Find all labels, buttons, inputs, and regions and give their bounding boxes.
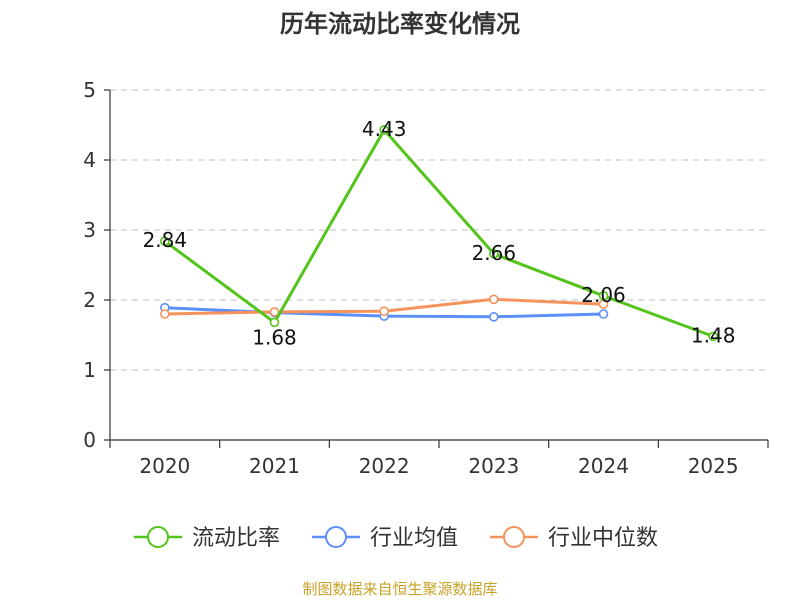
legend-swatch-marker-2 xyxy=(503,526,525,548)
legend-item-0: 流动比率 xyxy=(134,526,280,551)
data-label-0-3: 2.66 xyxy=(472,241,517,265)
x-tick-label-1: 2021 xyxy=(249,454,300,478)
series-2-point-0 xyxy=(160,309,170,319)
data-label-0-2: 4.43 xyxy=(362,117,407,141)
series-1-point-3 xyxy=(489,311,499,322)
data-label-0-1: 1.68 xyxy=(252,325,297,349)
x-tick-label-0: 2020 xyxy=(139,454,190,478)
legend-swatch-marker-0 xyxy=(147,526,169,548)
legend-label-0: 流动比率 xyxy=(192,526,280,551)
legend-item-2: 行业中位数 xyxy=(490,526,658,551)
data-label-0-4: 2.06 xyxy=(581,283,626,307)
source-note: 制图数据来自恒生聚源数据库 xyxy=(302,580,497,598)
y-tick-label-1: 1 xyxy=(83,358,96,382)
x-tick-label-2: 2022 xyxy=(359,454,410,478)
series-2-point-3 xyxy=(489,294,499,305)
grid-lines xyxy=(110,89,768,371)
chart-title: 历年流动比率变化情况 xyxy=(280,10,520,38)
series-0-point-4 xyxy=(598,290,609,301)
legend: 流动比率 行业均值 行业中位数 xyxy=(134,526,658,551)
data-label-0-5: 1.48 xyxy=(691,323,736,347)
legend-item-1: 行业均值 xyxy=(312,526,458,551)
series-0-point-1 xyxy=(269,317,280,328)
series-2-point-2 xyxy=(379,306,389,317)
series-0 xyxy=(160,125,718,342)
series-0-point-3 xyxy=(489,249,499,259)
legend-label-2: 行业中位数 xyxy=(548,526,658,551)
x-tick-label-5: 2025 xyxy=(688,454,739,478)
legend-swatch-marker-1 xyxy=(325,526,347,548)
series-0-point-5 xyxy=(708,331,718,342)
y-tick-label-5: 5 xyxy=(83,78,96,102)
series-2 xyxy=(160,294,609,319)
y-tick-label-0: 0 xyxy=(83,428,96,452)
series-0-point-0 xyxy=(160,236,170,246)
series-0-point-2 xyxy=(379,125,389,135)
y-tick-label-4: 4 xyxy=(83,148,96,172)
y-tick-label-3: 3 xyxy=(83,218,96,242)
data-label-0-0: 2.84 xyxy=(143,228,188,252)
series-line-0 xyxy=(163,128,714,338)
x-tick-label-3: 2023 xyxy=(468,454,519,478)
y-tick-label-2: 2 xyxy=(83,288,96,312)
legend-label-1: 行业均值 xyxy=(370,526,458,551)
series-layer xyxy=(160,125,718,342)
x-tick-label-4: 2024 xyxy=(578,454,629,478)
axes: 0 1 2 3 4 5 2020 2021 2022 2023 2024 2025 xyxy=(83,78,769,478)
series-2-point-1 xyxy=(269,307,280,317)
series-1-point-4 xyxy=(598,309,609,319)
data-labels: 2.84 1.68 4.43 2.66 2.06 1.48 xyxy=(143,117,736,350)
